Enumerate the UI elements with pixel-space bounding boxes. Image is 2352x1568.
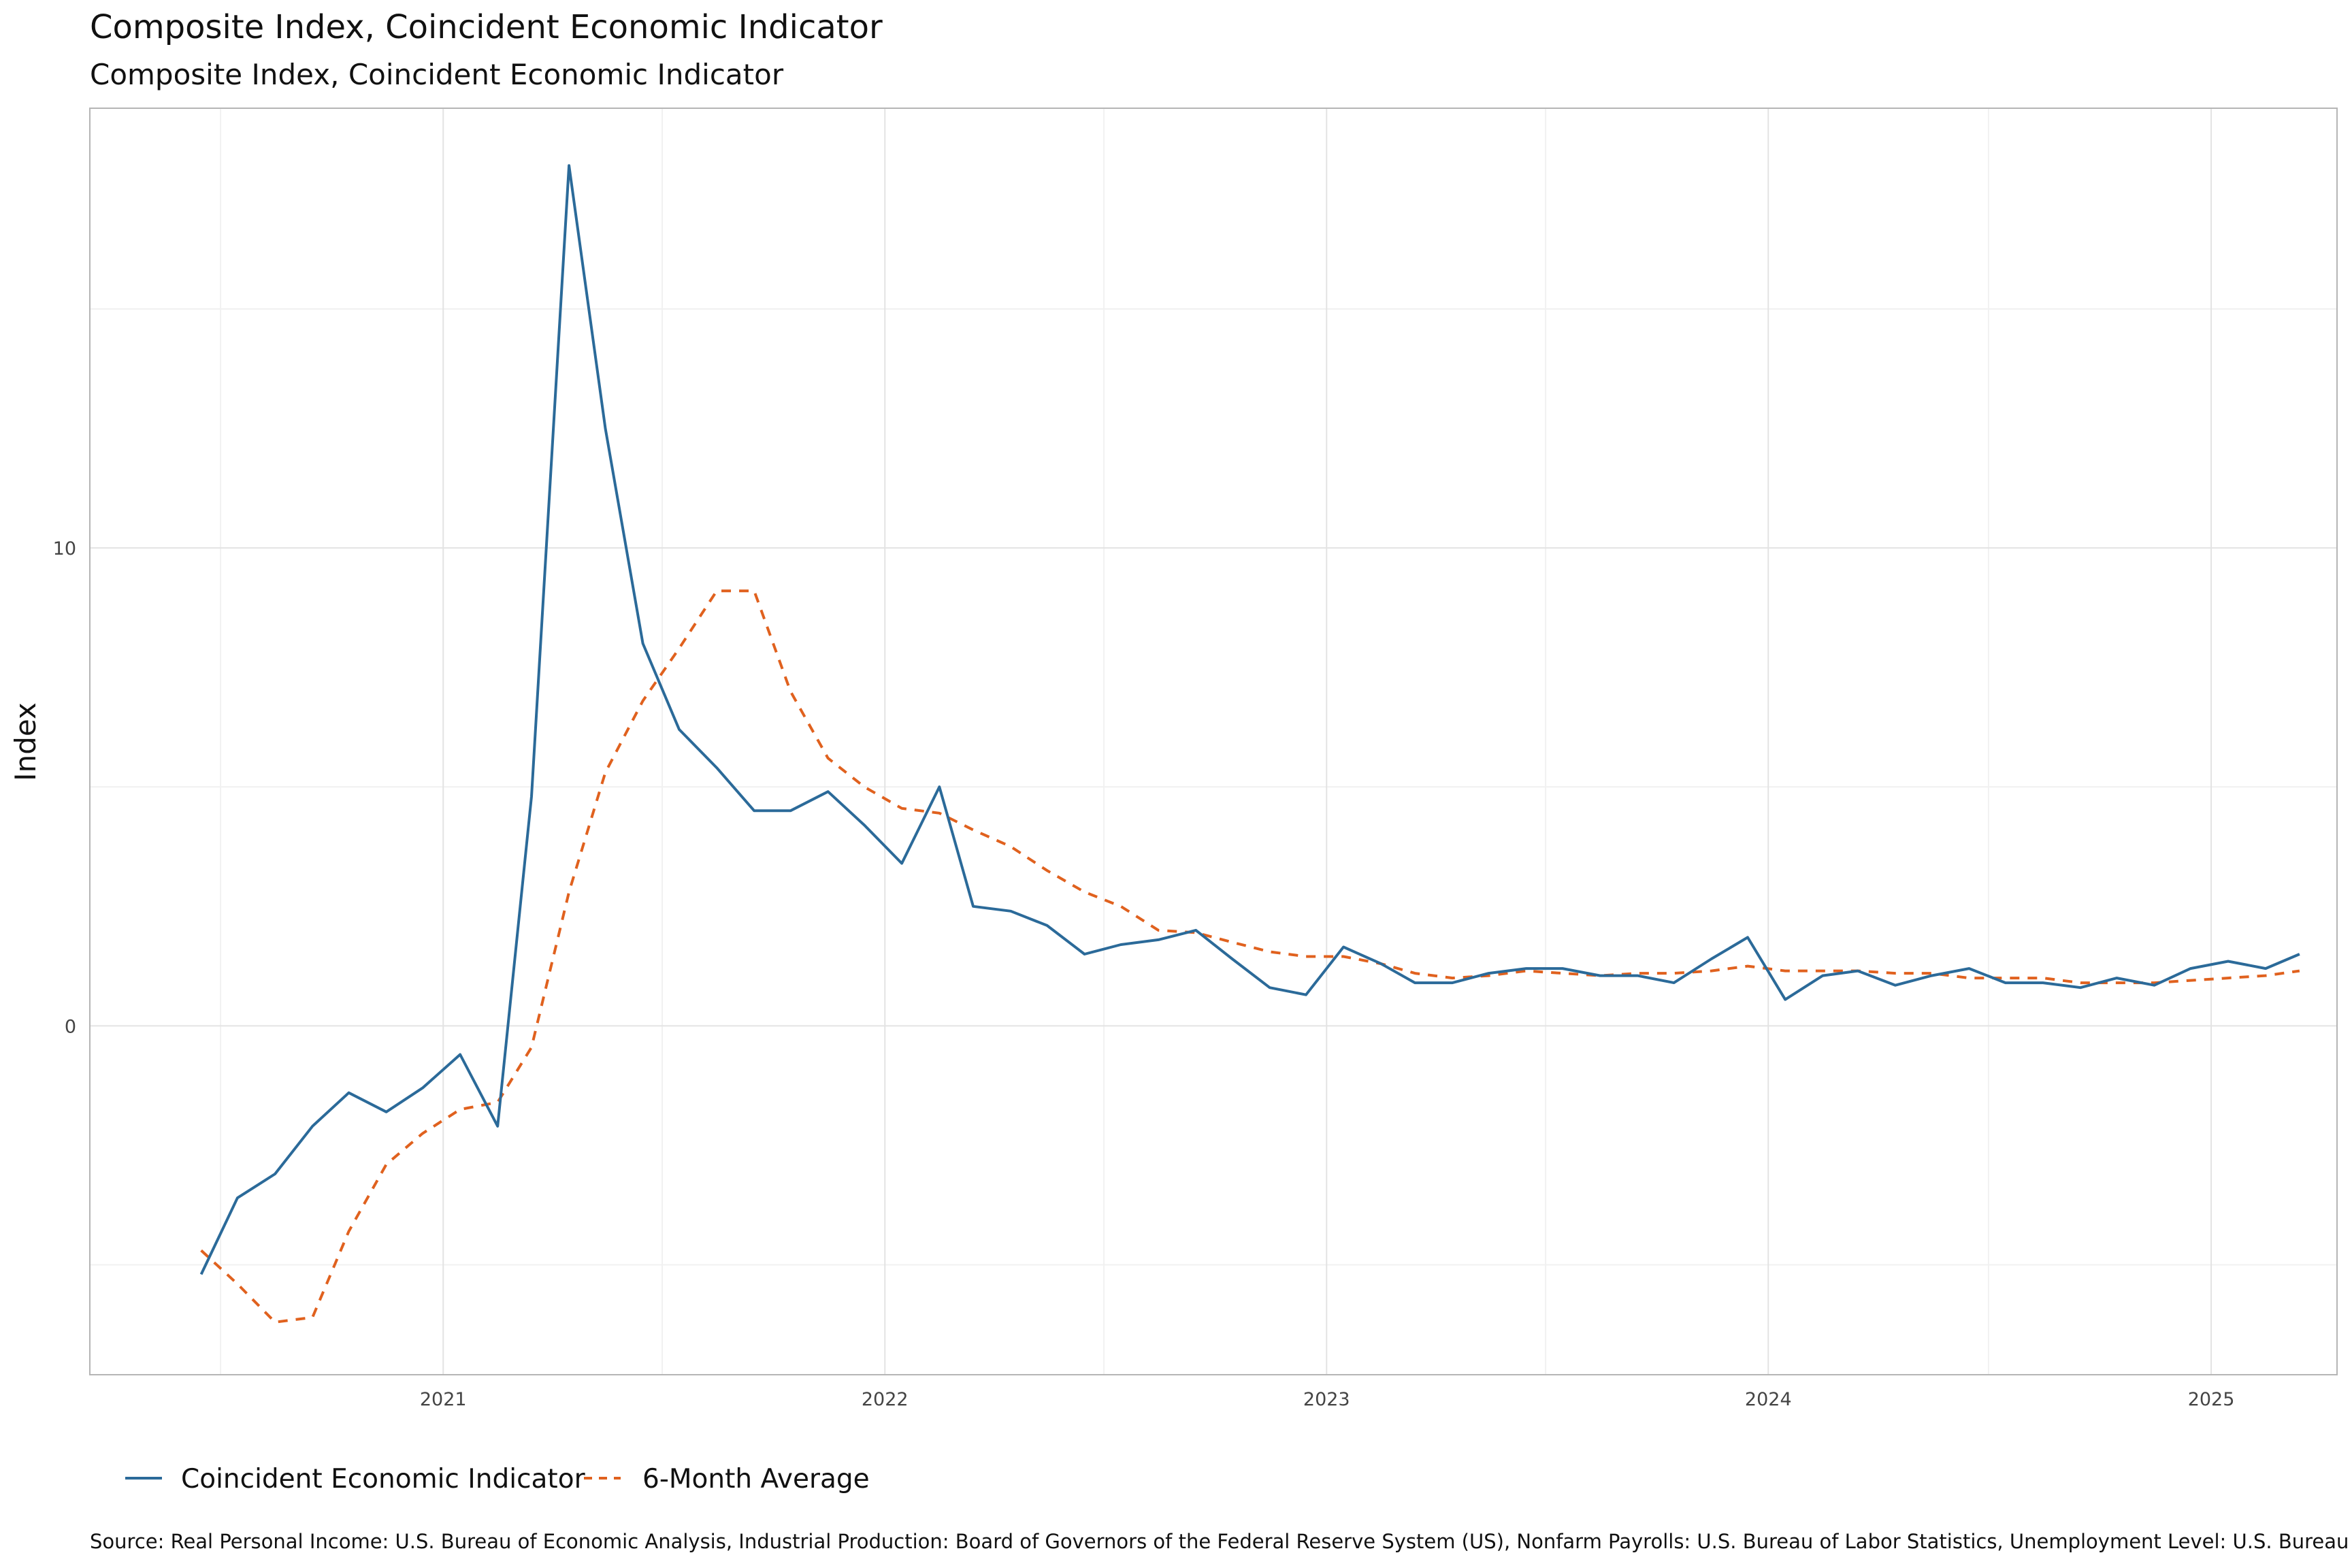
plot-panel (89, 108, 2338, 1375)
series-line-coincident-economic-indicator (199, 164, 2300, 1275)
x-axis-ticks: 2021 2022 2023 2024 2025 (420, 1389, 2235, 1410)
chart-title: Composite Index, Coincident Economic Ind… (90, 8, 883, 46)
chart-subtitle: Composite Index, Coincident Economic Ind… (90, 58, 784, 91)
y-tick-label: 0 (65, 1016, 76, 1037)
x-tick-label: 2022 (862, 1389, 909, 1410)
x-tick-label: 2024 (1745, 1389, 1792, 1410)
legend-label-coincident-indicator: Coincident Economic Indicator (181, 1464, 586, 1494)
x-tick-label: 2023 (1303, 1389, 1350, 1410)
series-layer (199, 164, 2300, 1324)
legend-label-6-month-average: 6-Month Average (642, 1464, 870, 1494)
panel-border (89, 108, 2338, 1375)
y-tick-label: 10 (53, 538, 76, 559)
x-tick-label: 2025 (2188, 1389, 2235, 1410)
series-line-6-month-average (200, 589, 2300, 1324)
y-axis-title: Index (9, 702, 42, 781)
y-axis-ticks: 0 10 (53, 538, 76, 1037)
chart-caption: Source: Real Personal Income: U.S. Burea… (90, 1530, 2349, 1553)
grid-layer (90, 108, 2337, 1375)
x-tick-label: 2021 (420, 1389, 467, 1410)
legend: Coincident Economic Indicator 6-Month Av… (125, 1464, 870, 1494)
